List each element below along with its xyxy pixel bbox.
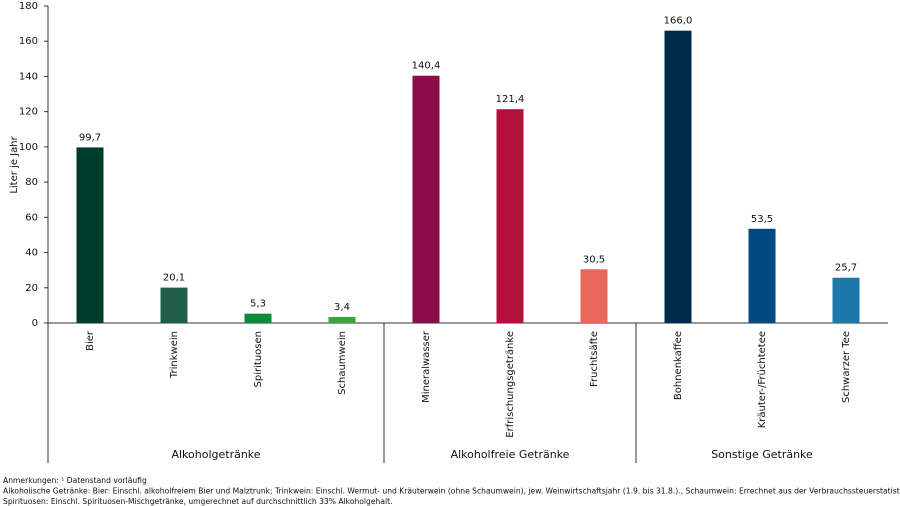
bar: [580, 269, 608, 323]
y-tick-label: 160: [19, 36, 38, 47]
x-tick-label: Erfrischungsgetränke: [505, 331, 516, 438]
y-tick-label: 100: [19, 142, 38, 153]
x-tick-label: Schaumwein: [337, 331, 348, 395]
value-label: 25,7: [835, 263, 857, 274]
y-tick-label: 0: [32, 318, 38, 329]
bar: [664, 30, 692, 324]
value-label: 121,4: [496, 94, 525, 105]
value-label: 99,7: [79, 132, 101, 143]
x-tick-label: Bier: [85, 330, 96, 351]
group-label: Alkoholfreie Getränke: [451, 448, 570, 461]
bar: [244, 313, 272, 323]
value-label: 53,5: [751, 214, 773, 225]
group-label: Sonstige Getränke: [711, 448, 813, 461]
bar: [748, 228, 776, 323]
x-tick-label: Mineralwasser: [421, 330, 432, 403]
bar: [328, 317, 356, 323]
bar: [832, 277, 860, 323]
x-tick-label: Bohnenkaffee: [673, 331, 684, 400]
y-tick-label: 80: [25, 177, 38, 188]
y-tick-label: 20: [25, 283, 38, 294]
value-label: 5,3: [250, 299, 266, 310]
x-tick-label: Kräuter-/Früchtetee: [757, 331, 768, 428]
footnote: Anmerkungen: ¹ Datenstand vorläufig: [3, 476, 147, 485]
y-tick-label: 40: [25, 248, 38, 259]
bar: [160, 287, 188, 323]
value-label: 166,0: [664, 16, 693, 27]
y-tick-label: 180: [19, 1, 38, 12]
value-label: 20,1: [163, 273, 185, 284]
y-tick-label: 140: [19, 71, 38, 82]
bar: [496, 109, 524, 323]
x-tick-label: Spirituosen: [253, 331, 264, 387]
footnote: Alkoholische Getränke: Bier: Einschl. al…: [3, 487, 900, 496]
group-label: Alkoholgetränke: [171, 448, 260, 461]
x-tick-label: Fruchtsäfte: [589, 331, 600, 387]
value-label: 3,4: [334, 302, 350, 313]
x-tick-label: Trinkwein: [169, 331, 180, 379]
y-axis-label: Liter je Jahr: [9, 135, 20, 193]
bar: [76, 147, 104, 323]
x-tick-label: Schwarzer Tee: [841, 331, 852, 403]
value-label: 30,5: [583, 254, 605, 265]
bar: [412, 75, 440, 324]
y-tick-label: 120: [19, 107, 38, 118]
value-label: 140,4: [412, 61, 441, 72]
y-tick-label: 60: [25, 212, 38, 223]
footnote: Spirituosen: Einschl. Spirituosen-Mischg…: [3, 497, 393, 506]
